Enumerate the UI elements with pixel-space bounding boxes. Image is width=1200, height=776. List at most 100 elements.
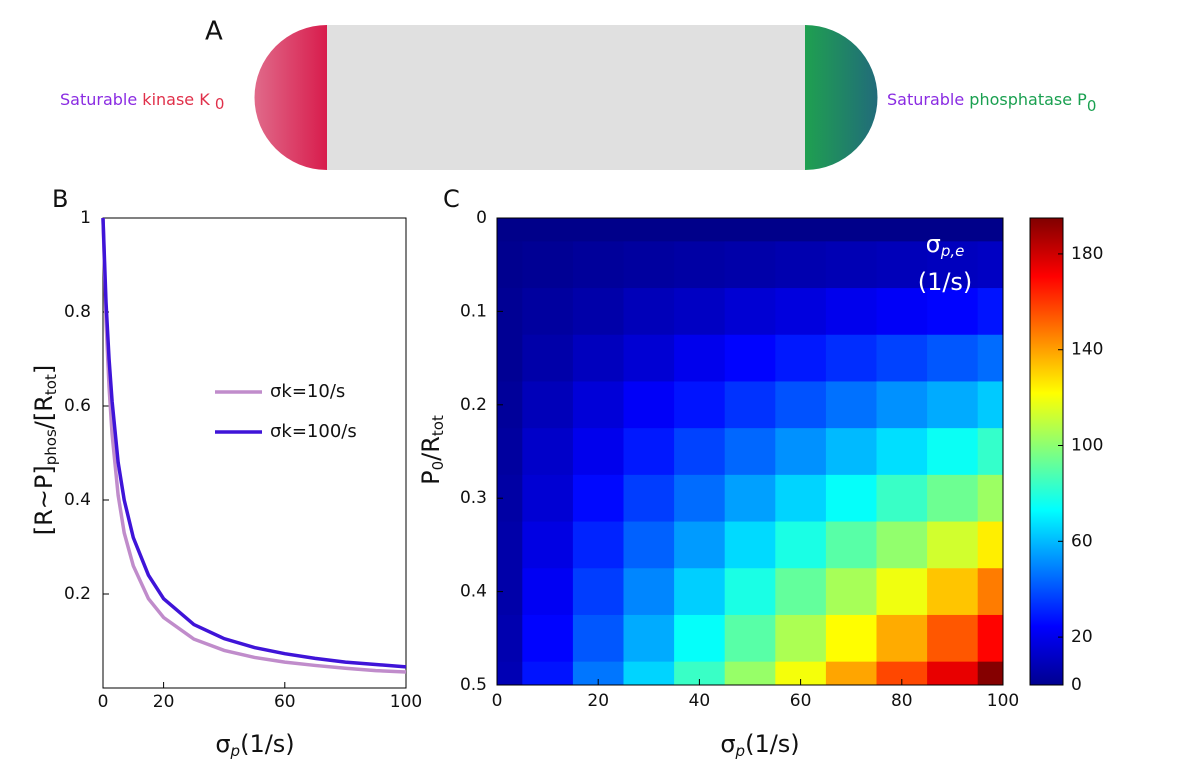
heatmap-cell [876, 288, 928, 336]
heatmap-cell [927, 218, 979, 242]
heatmap-cell [674, 381, 726, 429]
heatmap-cell [775, 381, 827, 429]
label-part: (1/s) [745, 730, 800, 758]
heatmap-cell [674, 241, 726, 289]
label-sub: p [735, 742, 746, 760]
label-part: σ [720, 730, 735, 758]
heatmap-cell [623, 661, 675, 685]
heatmap-cell [724, 218, 776, 242]
heatmap-cell [497, 218, 523, 242]
heatmap-cell [724, 568, 776, 616]
heatmap-cell [876, 474, 928, 523]
heatmap-cell [497, 661, 523, 685]
heatmap-cell [674, 288, 726, 336]
heatmap-cell [977, 428, 1003, 476]
heatmap-cell [775, 334, 827, 383]
heatmap-cell [572, 614, 625, 663]
heatmap-cell [623, 334, 675, 383]
x-tick-label: 0 [492, 691, 503, 711]
label-part: σ [926, 230, 941, 258]
colorbar-tick-label: 100 [1071, 436, 1103, 456]
x-tick-label: 0 [98, 692, 109, 712]
label-sub: 0 [1087, 97, 1097, 115]
heatmap-cell [497, 334, 523, 383]
y-tick-label: 1 [80, 208, 91, 228]
colorbar-tick-label: 0 [1071, 675, 1082, 695]
colorbar-tick-label: 20 [1071, 627, 1093, 647]
heatmap-cell [522, 568, 574, 616]
heatmap-cell [977, 218, 1003, 242]
label-part: /[R [30, 395, 58, 429]
heatmap-cell [977, 334, 1003, 383]
label-part: σ [215, 730, 230, 758]
heatmap-cell [623, 218, 675, 242]
colorbar-tick-label: 60 [1071, 531, 1093, 551]
label-part: [R~P] [30, 465, 58, 535]
heatmap-cell [927, 568, 979, 616]
heatmap-cells [497, 218, 1003, 685]
x-tick-label: 20 [153, 692, 175, 712]
heatmap-cell [623, 521, 675, 569]
label-text: kinase K [142, 90, 210, 109]
heatmap-cell [825, 218, 878, 242]
heatmap-cell [927, 288, 979, 336]
colorbar-tick-label: 140 [1071, 340, 1103, 360]
diagram-a: A Saturable kinase K 0 Saturable phospha… [60, 17, 1096, 170]
heatmap-cell [522, 428, 574, 476]
heatmap-cell [876, 521, 928, 569]
phosphatase-cap [805, 25, 878, 170]
heatmap-cell [572, 381, 625, 429]
heatmap-cell [927, 241, 979, 289]
label-sub: phos [42, 429, 60, 465]
heatmap-cell [623, 428, 675, 476]
heatmap-cell [825, 428, 878, 476]
heatmap-cell [977, 614, 1003, 663]
x-tick-label: 40 [689, 691, 711, 711]
heatmap-cell [876, 334, 928, 383]
heatmap-cell [522, 614, 574, 663]
heatmap-cell [497, 428, 523, 476]
heatmap-cell [623, 568, 675, 616]
heatmap-cell [977, 381, 1003, 429]
heatmap-cell [927, 661, 979, 685]
label-sub: tot [429, 415, 447, 436]
kinase-cap [254, 25, 327, 170]
heatmap-cell [522, 334, 574, 383]
heatmap-cell [825, 381, 878, 429]
heatmap-cell [927, 428, 979, 476]
heatmap-cell [674, 521, 726, 569]
x-axis-label: σp(1/s) [215, 730, 294, 760]
heatmap-cell [674, 568, 726, 616]
legend-label: σk=100/s [270, 421, 357, 442]
heatmap-cell [876, 568, 928, 616]
y-tick-label: 0.4 [64, 490, 91, 510]
series-line [101, 217, 407, 669]
heatmap-cell [623, 381, 675, 429]
phosphatase-label: Saturable phosphatase P0 [887, 90, 1096, 115]
heatmap-cell [876, 428, 928, 476]
heatmap-cell [775, 521, 827, 569]
y-tick-label: 0 [476, 208, 487, 228]
plot-area [102, 217, 407, 689]
heatmap-cell [977, 661, 1003, 685]
heatmap-cell [775, 568, 827, 616]
heatmap-cell [497, 241, 523, 289]
legend-label: σk=10/s [270, 381, 345, 402]
y-tick-label: 0.3 [460, 488, 487, 508]
heatmap-cell [775, 288, 827, 336]
heatmap-cell [825, 521, 878, 569]
heatmap-cell [825, 568, 878, 616]
cell-body [327, 25, 805, 170]
heatmap-cell [876, 614, 928, 663]
heatmap-cell [825, 241, 878, 289]
y-tick-label: 0.1 [460, 301, 487, 321]
colorbar-label: (1/s) [918, 268, 973, 296]
heatmap-cell [674, 428, 726, 476]
heatmap-cell [623, 614, 675, 663]
heatmap-cell [927, 381, 979, 429]
heatmap-cell [724, 288, 776, 336]
heatmap-cell [522, 218, 574, 242]
heatmap-cell [724, 614, 776, 663]
heatmap-cell [497, 614, 523, 663]
heatmap-cell [775, 218, 827, 242]
